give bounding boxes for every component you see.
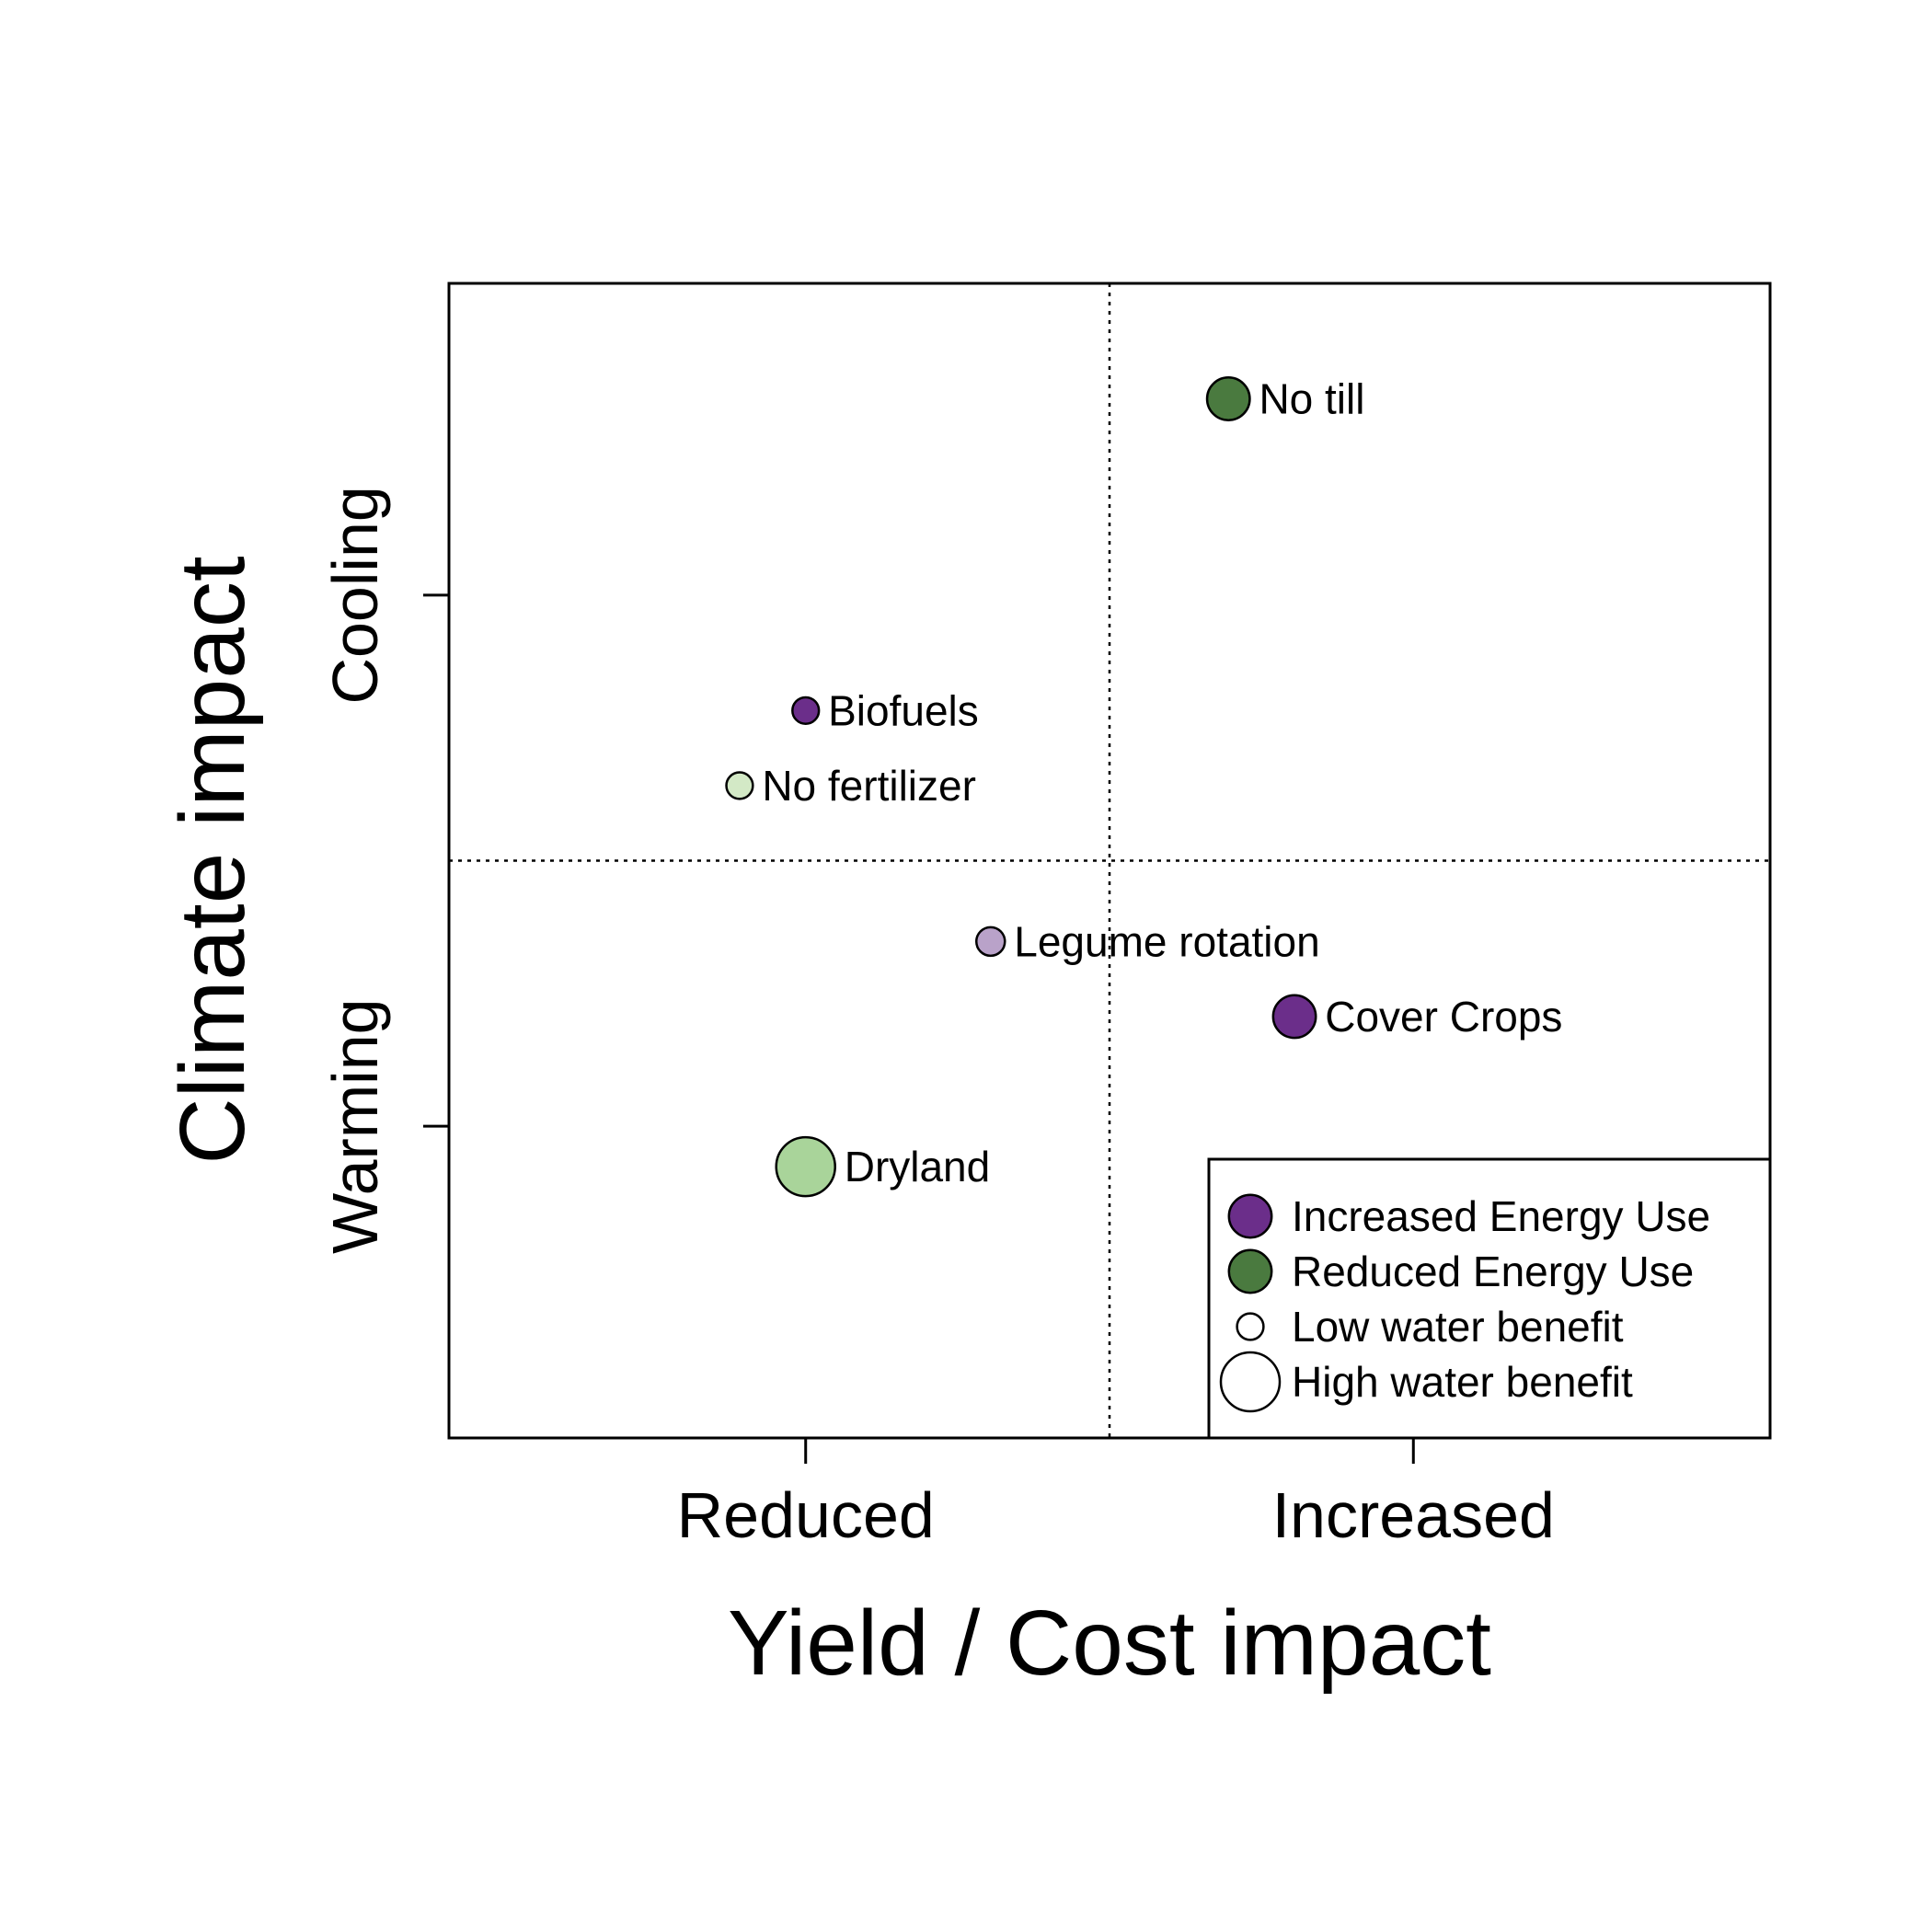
- legend-marker: [1236, 1312, 1265, 1341]
- data-point: [1271, 994, 1317, 1040]
- y-axis-title: Climate impact: [161, 556, 264, 1164]
- data-point: [775, 1135, 836, 1198]
- legend-marker: [1227, 1193, 1273, 1239]
- point-label: Legume rotation: [1014, 917, 1319, 965]
- legend-box: [1207, 1157, 1772, 1440]
- legend-label: Increased Energy Use: [1292, 1192, 1710, 1240]
- point-label: Biofuels: [828, 686, 979, 734]
- y-tick-label: Cooling: [319, 486, 391, 704]
- legend-marker: [1227, 1248, 1273, 1294]
- data-point: [1205, 376, 1251, 421]
- x-tick-label: Increased: [1272, 1479, 1555, 1551]
- legend-label: Low water benefit: [1292, 1303, 1624, 1351]
- x-axis-title: Yield / Cost impact: [728, 1592, 1491, 1695]
- data-point: [725, 771, 754, 800]
- data-point: [975, 926, 1006, 958]
- legend-marker: [1219, 1351, 1282, 1413]
- legend-label: High water benefit: [1292, 1358, 1633, 1406]
- point-label: Dryland: [845, 1143, 991, 1190]
- point-label: No till: [1259, 375, 1364, 423]
- y-tick-label: Warming: [319, 998, 391, 1253]
- point-label: Cover Crops: [1325, 993, 1562, 1041]
- data-point: [791, 696, 821, 725]
- x-tick-label: Reduced: [677, 1479, 935, 1551]
- point-label: No fertilizer: [762, 762, 976, 810]
- legend-label: Reduced Energy Use: [1292, 1248, 1694, 1295]
